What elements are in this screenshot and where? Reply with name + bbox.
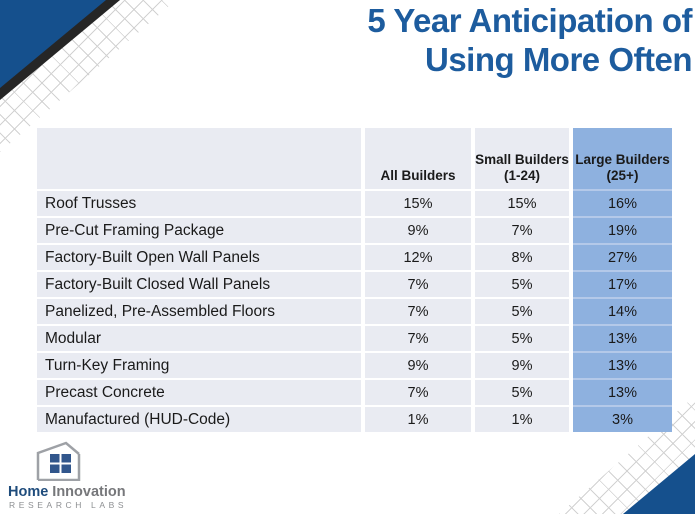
column-header-all-builders: All Builders [365,128,471,189]
logo-wordmark: Home Innovation [8,484,126,500]
row-label: Factory-Built Open Wall Panels [37,243,361,270]
row-label: Manufactured (HUD-Code) [37,405,361,432]
value-cell: 9% [475,351,569,378]
value-cell: 3% [573,405,672,432]
value-cell: 5% [475,378,569,405]
value-cell: 7% [475,216,569,243]
value-cell: 19% [573,216,672,243]
slide-title-line2: Using More Often [424,41,693,78]
row-label: Precast Concrete [37,378,361,405]
logo-word-home: Home [8,484,49,500]
value-cell: 5% [475,324,569,351]
house-icon [36,441,81,481]
value-cell: 13% [573,324,672,351]
value-cell: 5% [475,297,569,324]
value-cell: 9% [365,216,471,243]
row-label: Pre-Cut Framing Package [37,216,361,243]
row-label: Factory-Built Closed Wall Panels [37,270,361,297]
value-cell: 9% [365,351,471,378]
logo-word-innovation: Innovation [52,484,126,500]
value-cell: 15% [475,189,569,216]
row-label: Modular [37,324,361,351]
slide-title-line1: 5 Year Anticipation of [367,2,692,39]
value-cell: 7% [365,378,471,405]
value-cell: 12% [365,243,471,270]
value-cell: 7% [365,297,471,324]
value-cell: 1% [475,405,569,432]
value-cell: 5% [475,270,569,297]
value-cell: 7% [365,270,471,297]
value-cell: 14% [573,297,672,324]
logo-subtitle: RESEARCH LABS [9,500,128,510]
value-cell: 7% [365,324,471,351]
value-cell: 13% [573,378,672,405]
value-cell: 17% [573,270,672,297]
value-cell: 1% [365,405,471,432]
value-cell: 13% [573,351,672,378]
value-cell: 15% [365,189,471,216]
value-cell: 8% [475,243,569,270]
column-header-large-builders: Large Builders (25+) [573,128,672,189]
value-cell: 16% [573,189,672,216]
row-label: Panelized, Pre-Assembled Floors [37,297,361,324]
row-label: Roof Trusses [37,189,361,216]
value-cell: 27% [573,243,672,270]
builders-table: All Builders Small Builders (1-24) Large Bu… [37,128,672,432]
column-header-blank [37,128,361,189]
column-header-small-builders: Small Builders (1-24) [475,128,569,189]
slide-title: 5 Year Anticipation of Using More Often [262,1,692,79]
row-label: Turn-Key Framing [37,351,361,378]
